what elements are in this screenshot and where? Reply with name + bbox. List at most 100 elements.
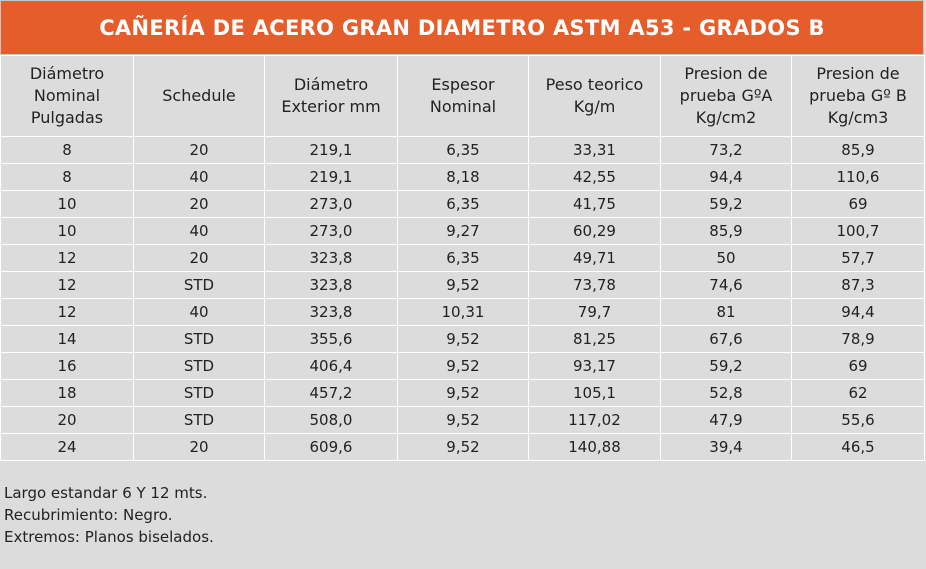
column-header-theoretical-weight: Peso teorico Kg/m [528,55,661,137]
cell-test-pressure-grade-b: 69 [791,352,925,380]
column-header-nominal-thickness: Espesor Nominal [397,55,529,137]
cell-schedule: STD [133,325,265,353]
table-row: 8 20 219,1 6,35 33,31 73,2 85,9 [0,136,925,164]
cell-test-pressure-grade-b: 62 [791,379,925,407]
cell-outer-diameter: 273,0 [264,190,398,218]
cell-nominal-diameter: 10 [0,217,134,245]
cell-test-pressure-grade-b: 69 [791,190,925,218]
cell-test-pressure-grade-a: 94,4 [660,163,792,191]
cell-nominal-diameter: 10 [0,190,134,218]
cell-schedule: 40 [133,217,265,245]
cell-nominal-thickness: 9,52 [397,271,529,299]
cell-test-pressure-grade-b: 78,9 [791,325,925,353]
table-row: 8 40 219,1 8,18 42,55 94,4 110,6 [0,163,925,191]
cell-nominal-thickness: 9,52 [397,325,529,353]
cell-test-pressure-grade-b: 100,7 [791,217,925,245]
column-header-test-pressure-grade-b: Presion de prueba Gº B Kg/cm3 [791,55,925,137]
table-row: 12 20 323,8 6,35 49,71 50 57,7 [0,244,925,272]
cell-schedule: 20 [133,433,265,461]
table-row: 12 40 323,8 10,31 79,7 81 94,4 [0,298,925,326]
table-row: 10 40 273,0 9,27 60,29 85,9 100,7 [0,217,925,245]
cell-outer-diameter: 219,1 [264,136,398,164]
column-header-outer-diameter: Diámetro Exterior mm [264,55,398,137]
cell-nominal-thickness: 9,52 [397,433,529,461]
table-row: 10 20 273,0 6,35 41,75 59,2 69 [0,190,925,218]
cell-nominal-thickness: 6,35 [397,244,529,272]
cell-test-pressure-grade-a: 47,9 [660,406,792,434]
table-row: 20 STD 508,0 9,52 117,02 47,9 55,6 [0,406,925,434]
cell-outer-diameter: 323,8 [264,298,398,326]
cell-nominal-thickness: 10,31 [397,298,529,326]
notes: Largo estandar 6 Y 12 mts. Recubrimiento… [4,482,214,548]
cell-outer-diameter: 508,0 [264,406,398,434]
cell-nominal-diameter: 14 [0,325,134,353]
cell-test-pressure-grade-a: 59,2 [660,352,792,380]
cell-schedule: 20 [133,244,265,272]
table-row: 12 STD 323,8 9,52 73,78 74,6 87,3 [0,271,925,299]
cell-nominal-thickness: 9,52 [397,352,529,380]
cell-test-pressure-grade-b: 55,6 [791,406,925,434]
cell-nominal-diameter: 16 [0,352,134,380]
cell-test-pressure-grade-b: 85,9 [791,136,925,164]
cell-test-pressure-grade-a: 52,8 [660,379,792,407]
cell-test-pressure-grade-a: 81 [660,298,792,326]
cell-nominal-diameter: 18 [0,379,134,407]
column-header-nominal-diameter: Diámetro Nominal Pulgadas [0,55,134,137]
cell-outer-diameter: 323,8 [264,244,398,272]
cell-test-pressure-grade-b: 46,5 [791,433,925,461]
cell-schedule: 40 [133,298,265,326]
cell-outer-diameter: 273,0 [264,217,398,245]
note-ends: Extremos: Planos biselados. [4,528,214,546]
cell-theoretical-weight: 33,31 [528,136,661,164]
cell-nominal-thickness: 8,18 [397,163,529,191]
cell-outer-diameter: 355,6 [264,325,398,353]
cell-test-pressure-grade-a: 67,6 [660,325,792,353]
cell-theoretical-weight: 41,75 [528,190,661,218]
cell-test-pressure-grade-b: 87,3 [791,271,925,299]
cell-schedule: STD [133,271,265,299]
pipe-spec-table: Diámetro Nominal Pulgadas Schedule Diáme… [0,55,925,461]
cell-test-pressure-grade-b: 57,7 [791,244,925,272]
cell-test-pressure-grade-a: 59,2 [660,190,792,218]
table-row: 18 STD 457,2 9,52 105,1 52,8 62 [0,379,925,407]
cell-schedule: 20 [133,136,265,164]
cell-nominal-thickness: 9,52 [397,406,529,434]
cell-theoretical-weight: 73,78 [528,271,661,299]
cell-test-pressure-grade-a: 73,2 [660,136,792,164]
cell-outer-diameter: 323,8 [264,271,398,299]
cell-theoretical-weight: 49,71 [528,244,661,272]
cell-nominal-diameter: 12 [0,298,134,326]
cell-nominal-diameter: 8 [0,136,134,164]
table-header-row: Diámetro Nominal Pulgadas Schedule Diáme… [0,55,925,137]
cell-test-pressure-grade-b: 94,4 [791,298,925,326]
cell-nominal-thickness: 6,35 [397,190,529,218]
column-header-test-pressure-grade-a: Presion de prueba GºA Kg/cm2 [660,55,792,137]
cell-schedule: STD [133,352,265,380]
cell-theoretical-weight: 60,29 [528,217,661,245]
table-row: 16 STD 406,4 9,52 93,17 59,2 69 [0,352,925,380]
cell-theoretical-weight: 105,1 [528,379,661,407]
cell-theoretical-weight: 42,55 [528,163,661,191]
table-row: 24 20 609,6 9,52 140,88 39,4 46,5 [0,433,925,461]
cell-theoretical-weight: 79,7 [528,298,661,326]
cell-outer-diameter: 457,2 [264,379,398,407]
cell-theoretical-weight: 93,17 [528,352,661,380]
column-header-schedule: Schedule [133,55,265,137]
cell-nominal-thickness: 9,52 [397,379,529,407]
cell-outer-diameter: 219,1 [264,163,398,191]
cell-schedule: 40 [133,163,265,191]
table-body: 8 20 219,1 6,35 33,31 73,2 85,9 8 40 219,1 8,18 42,… [0,136,925,461]
note-coating: Recubrimiento: Negro. [4,506,173,524]
cell-nominal-diameter: 12 [0,271,134,299]
cell-theoretical-weight: 140,88 [528,433,661,461]
cell-test-pressure-grade-a: 85,9 [660,217,792,245]
cell-test-pressure-grade-b: 110,6 [791,163,925,191]
cell-nominal-thickness: 6,35 [397,136,529,164]
cell-theoretical-weight: 117,02 [528,406,661,434]
cell-outer-diameter: 609,6 [264,433,398,461]
note-length: Largo estandar 6 Y 12 mts. [4,484,208,502]
cell-nominal-diameter: 20 [0,406,134,434]
cell-schedule: 20 [133,190,265,218]
cell-schedule: STD [133,379,265,407]
